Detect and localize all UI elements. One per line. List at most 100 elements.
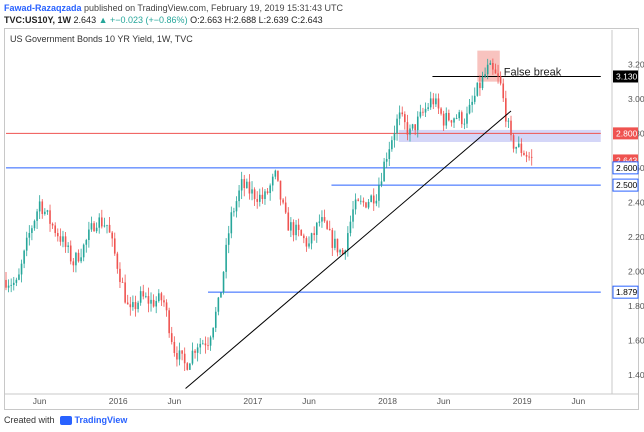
candle-body-134 [352,209,354,222]
candle-body-20 [56,233,59,237]
price-label-text-1: 2.800 [616,128,638,138]
candle-body-11 [33,220,36,229]
candle-body-77 [204,343,207,346]
tradingview-logo-icon [59,415,72,425]
candle-body-38 [103,225,106,227]
y-tick-label-8: 1.600 [628,335,644,345]
candle-body-99 [261,194,264,199]
candle-body-181 [473,95,476,102]
candle-body-94 [248,181,251,194]
candle-body-13 [38,201,41,212]
candle-body-113 [297,224,300,231]
x-tick-label-2: Jun [167,396,181,406]
candle-body-192 [502,83,505,99]
price-label-box-0 [613,70,638,83]
candle-body-115 [303,235,305,239]
false-break-label: False break [504,66,562,78]
price-label-box-5 [612,285,639,299]
candle-body-33 [90,223,93,230]
candle-body-176 [460,112,463,125]
candle-body-79 [209,337,212,346]
price-label-0: 3.130 [613,70,638,83]
candle-body-29 [80,257,82,262]
candle-body-145 [380,181,383,186]
candle-body-34 [93,223,95,232]
candle-body-58 [155,301,158,307]
false-break-highlight [477,50,500,82]
candle-body-95 [251,189,253,194]
tradingview-brand[interactable]: TradingView [74,415,128,425]
candle-body-173 [453,118,455,123]
candle-body-60 [160,293,163,301]
candle-body-16 [46,210,49,212]
candle-body-69 [183,353,186,364]
candle-body-164 [429,98,432,108]
candle-body-78 [207,345,209,347]
candle-body-179 [468,104,471,114]
candle-body-112 [295,224,297,236]
candle-body-197 [515,147,517,149]
candle-body-110 [290,222,292,231]
candle-body-167 [437,98,440,109]
candle-body-86 [227,233,230,245]
price-label-text-5: 1.879 [616,287,638,297]
candle-body-1 [7,285,10,288]
publish-info: published on TradingView.com, February 1… [84,3,344,13]
candle-body-185 [484,74,486,77]
candle-body-119 [313,233,315,235]
candle-body-106 [279,180,282,200]
candle-body-151 [396,118,398,134]
candle-body-116 [305,238,308,247]
candle-body-15 [44,211,46,214]
candle-body-59 [157,293,160,302]
candle-body-40 [108,224,111,233]
candle-body-70 [186,363,189,370]
candle-body-103 [271,176,274,186]
candle-body-125 [328,228,331,231]
candle-body-52 [139,291,142,303]
candle-body-41 [111,232,113,239]
candle-body-148 [388,149,391,160]
candle-body-138 [362,200,365,203]
candle-body-202 [528,156,530,158]
price-label-text-0: 3.130 [616,71,638,81]
candle-body-46 [124,282,126,303]
candle-body-201 [525,155,528,157]
x-tick-label-4: Jun [302,396,316,406]
price-label-3: 2.600 [612,161,639,175]
candle-body-32 [88,229,90,241]
candle-body-198 [517,143,520,148]
price-label-5: 1.879 [612,285,639,299]
y-tick-label-4: 2.400 [628,197,644,207]
candle-body-111 [292,222,295,236]
candle-body-136 [357,199,360,201]
candle-body-194 [507,120,510,122]
candle-body-71 [189,363,191,370]
candle-body-87 [230,212,233,234]
y-tick-label-0: 3.200 [628,59,644,69]
candle-body-42 [113,238,116,254]
candle-body-123 [323,217,326,222]
candle-body-117 [308,243,310,247]
candle-body-177 [463,123,466,125]
candle-body-67 [178,350,181,360]
candle-body-35 [95,227,98,232]
candle-body-109 [287,212,290,231]
candle-body-118 [310,233,313,244]
author-name[interactable]: Fawad-Razaqzada [4,3,82,13]
price-label-text-3: 2.600 [616,163,638,173]
candle-body-89 [235,201,238,212]
candle-body-162 [424,108,427,113]
candle-body-130 [341,249,344,255]
candle-body-45 [121,281,124,283]
candle-body-160 [419,111,422,117]
candle-body-140 [367,201,370,208]
candle-body-53 [142,291,145,297]
candle-body-50 [134,302,137,310]
candle-body-142 [372,195,375,204]
candle-body-149 [391,140,393,150]
candle-body-166 [435,98,437,105]
candle-body-2 [10,284,12,286]
y-tick-label-5: 2.200 [628,232,644,242]
